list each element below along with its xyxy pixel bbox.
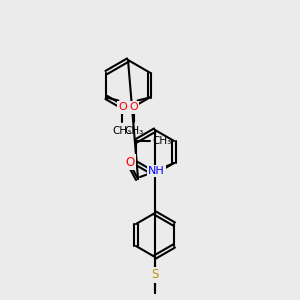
Text: NH: NH [148, 166, 164, 176]
Text: O: O [118, 103, 127, 112]
Text: CH₃: CH₃ [124, 125, 143, 136]
Text: O: O [125, 155, 135, 169]
Text: CH₃: CH₃ [113, 125, 132, 136]
Text: O: O [129, 103, 138, 112]
Text: CH₃: CH₃ [152, 136, 171, 146]
Text: S: S [151, 268, 159, 281]
